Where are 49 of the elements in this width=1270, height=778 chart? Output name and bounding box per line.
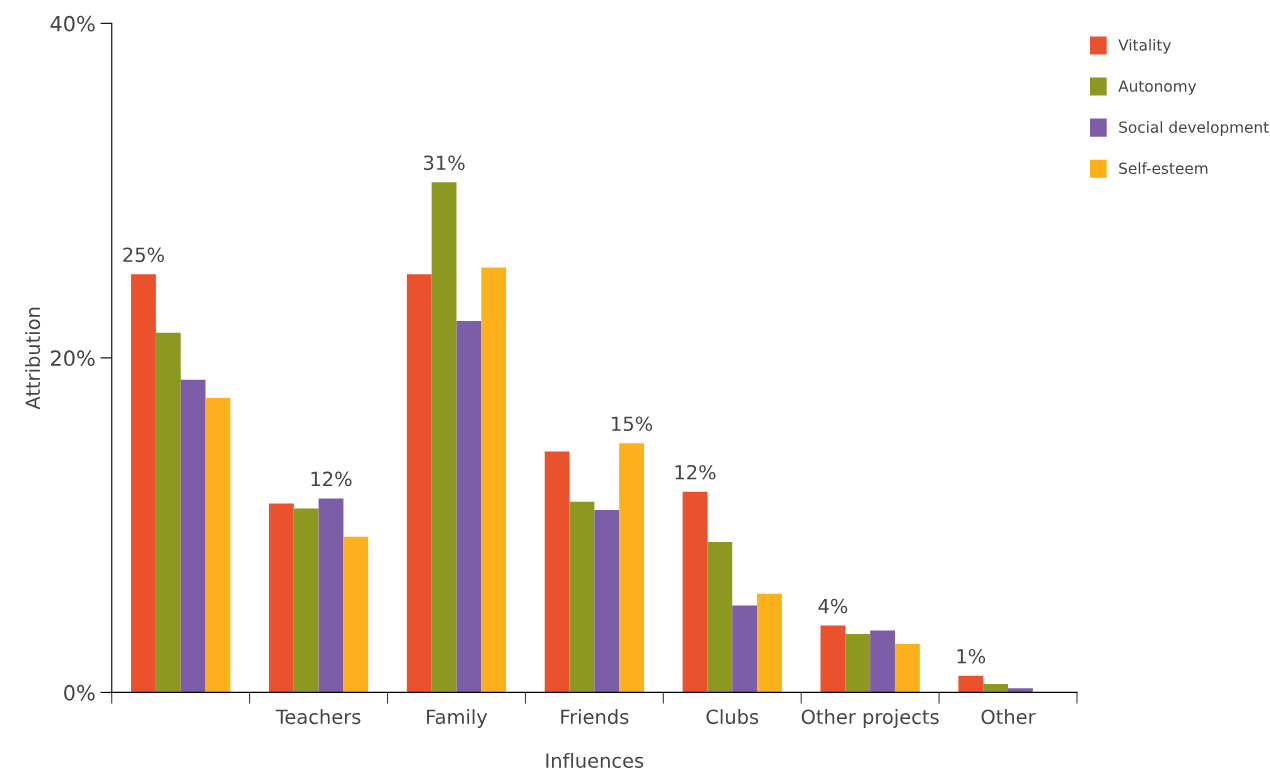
y-tick-label: 20% <box>51 350 95 367</box>
bar <box>894 643 920 693</box>
x-tick-label: Friends <box>561 709 629 725</box>
bar <box>131 274 156 693</box>
bar <box>983 684 1009 693</box>
legend-label: Vitality <box>1118 38 1171 54</box>
data-label: 1% <box>957 648 986 664</box>
data-label: 12% <box>311 471 352 487</box>
x-tick-label: Other projects <box>801 709 939 728</box>
bar <box>682 491 708 693</box>
x-axis-title: Influences <box>546 752 644 768</box>
bar <box>569 501 595 693</box>
bar <box>544 451 570 693</box>
bar <box>180 379 206 693</box>
bar <box>594 510 620 693</box>
bar <box>293 508 319 693</box>
y-axis-title: Attribution <box>25 307 41 410</box>
bar <box>707 541 733 693</box>
legend-label: Social development <box>1119 121 1269 136</box>
bar <box>1008 688 1033 693</box>
bar <box>456 321 482 693</box>
x-tick-label: Clubs <box>706 709 759 725</box>
y-tick-label: 40% <box>50 15 95 32</box>
bar <box>343 536 369 693</box>
x-tick-label: Teachers <box>275 709 361 725</box>
legend-label: Autonomy <box>1118 80 1197 95</box>
bar <box>870 630 895 693</box>
bar <box>268 503 294 693</box>
x-tick-label: Other <box>981 709 1036 725</box>
legend-label: Self-esteem <box>1119 162 1208 175</box>
data-label: 15% <box>612 416 653 432</box>
data-label: 12% <box>675 464 716 480</box>
bar <box>732 605 758 693</box>
data-label: 4% <box>818 598 848 614</box>
bar <box>431 182 457 693</box>
bar <box>481 267 507 693</box>
bar <box>155 332 181 693</box>
bar <box>757 593 782 693</box>
bar <box>406 274 432 693</box>
bar <box>619 443 644 693</box>
bar <box>318 498 344 693</box>
bar <box>845 633 871 693</box>
data-label: 31% <box>423 155 465 171</box>
bar <box>205 398 231 693</box>
bar <box>820 625 846 693</box>
data-label: 25% <box>123 247 165 263</box>
bar <box>958 675 984 693</box>
x-tick-label: Family <box>427 709 488 728</box>
y-tick-label: 0% <box>64 684 95 701</box>
